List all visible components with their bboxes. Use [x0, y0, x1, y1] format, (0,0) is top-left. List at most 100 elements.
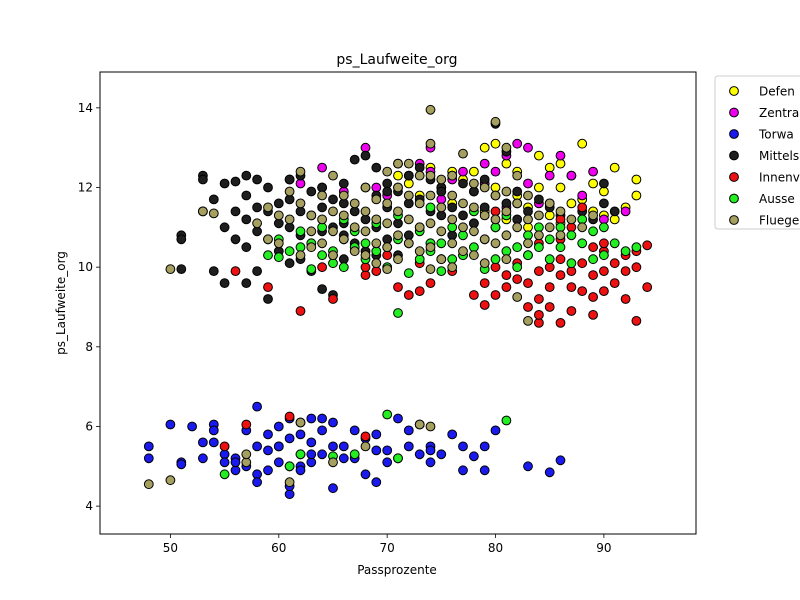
legend-marker	[729, 107, 739, 118]
data-point	[382, 198, 393, 209]
data-point	[349, 154, 360, 165]
data-point	[566, 306, 577, 316]
data-point	[458, 222, 468, 233]
data-point	[588, 226, 598, 237]
data-point	[544, 170, 555, 181]
data-point	[252, 401, 263, 412]
data-point	[447, 190, 458, 201]
data-point	[588, 242, 598, 253]
data-point	[328, 441, 338, 452]
data-point	[403, 441, 414, 452]
plot-area	[99, 71, 697, 535]
data-point	[284, 489, 295, 500]
data-point	[523, 230, 533, 241]
data-point	[534, 266, 544, 277]
data-point	[414, 170, 425, 181]
data-point	[317, 250, 328, 261]
data-point	[328, 206, 338, 217]
data-point	[295, 166, 306, 177]
data-point	[501, 246, 512, 257]
data-point	[479, 278, 490, 289]
data-point	[219, 469, 230, 480]
data-point	[295, 198, 306, 209]
data-point	[284, 174, 295, 185]
data-point	[512, 274, 523, 285]
data-point	[349, 222, 360, 233]
data-point	[208, 425, 219, 436]
data-point	[360, 441, 371, 452]
data-point	[599, 178, 609, 189]
data-point	[263, 294, 273, 304]
data-point	[252, 226, 263, 237]
data-point	[284, 433, 295, 444]
data-point	[588, 178, 598, 189]
data-point	[447, 202, 458, 213]
data-point	[609, 238, 620, 249]
data-point	[490, 166, 501, 177]
data-point	[469, 186, 479, 197]
data-point	[523, 206, 533, 217]
data-point	[263, 202, 273, 213]
data-point	[371, 182, 382, 193]
data-point	[317, 284, 328, 295]
series-innenv	[219, 198, 653, 452]
data-point	[620, 206, 631, 217]
data-point	[479, 142, 490, 153]
data-point	[631, 242, 642, 253]
data-point	[458, 178, 468, 189]
data-point	[479, 234, 490, 245]
data-point	[252, 477, 263, 488]
data-point	[436, 238, 447, 249]
data-point	[479, 258, 490, 269]
data-point	[317, 425, 328, 436]
data-point	[328, 258, 338, 269]
data-point	[284, 258, 295, 269]
data-point	[555, 242, 566, 253]
data-point	[490, 238, 501, 249]
data-point	[512, 198, 523, 209]
data-point	[479, 182, 490, 193]
y-tick-label: 4	[85, 499, 93, 513]
data-point	[328, 226, 338, 237]
data-point	[165, 264, 176, 275]
data-point	[544, 282, 555, 293]
data-point	[230, 176, 241, 187]
data-point	[534, 222, 544, 233]
data-point	[447, 230, 458, 241]
data-point	[534, 318, 544, 328]
data-point	[523, 178, 533, 189]
data-point	[609, 206, 620, 217]
data-point	[284, 214, 295, 225]
data-point	[306, 449, 317, 460]
data-point	[534, 194, 544, 205]
data-point	[544, 162, 555, 173]
data-point	[295, 429, 306, 440]
data-point	[349, 425, 360, 436]
data-point	[263, 429, 273, 440]
data-point	[230, 234, 241, 245]
data-point	[230, 266, 241, 277]
data-point	[414, 419, 425, 430]
data-point	[512, 138, 523, 149]
data-point	[609, 214, 620, 225]
data-point	[208, 194, 219, 205]
data-point	[458, 230, 468, 241]
data-point	[501, 282, 512, 293]
data-point	[393, 413, 403, 424]
data-point	[436, 254, 447, 265]
data-point	[414, 286, 425, 297]
data-point	[198, 453, 208, 464]
data-point	[273, 198, 284, 209]
data-point	[263, 250, 273, 261]
data-point	[328, 417, 338, 428]
data-point	[403, 268, 414, 279]
data-point	[349, 198, 360, 209]
data-point	[241, 190, 252, 201]
data-point	[382, 457, 393, 468]
series-fluege	[143, 104, 598, 490]
data-point	[360, 182, 371, 193]
data-point	[393, 182, 403, 193]
legend-marker	[729, 86, 739, 96]
data-point	[360, 469, 371, 480]
legend: Defen Zentra Torwa Mittels Innenv Ausse Fluege	[714, 75, 800, 230]
